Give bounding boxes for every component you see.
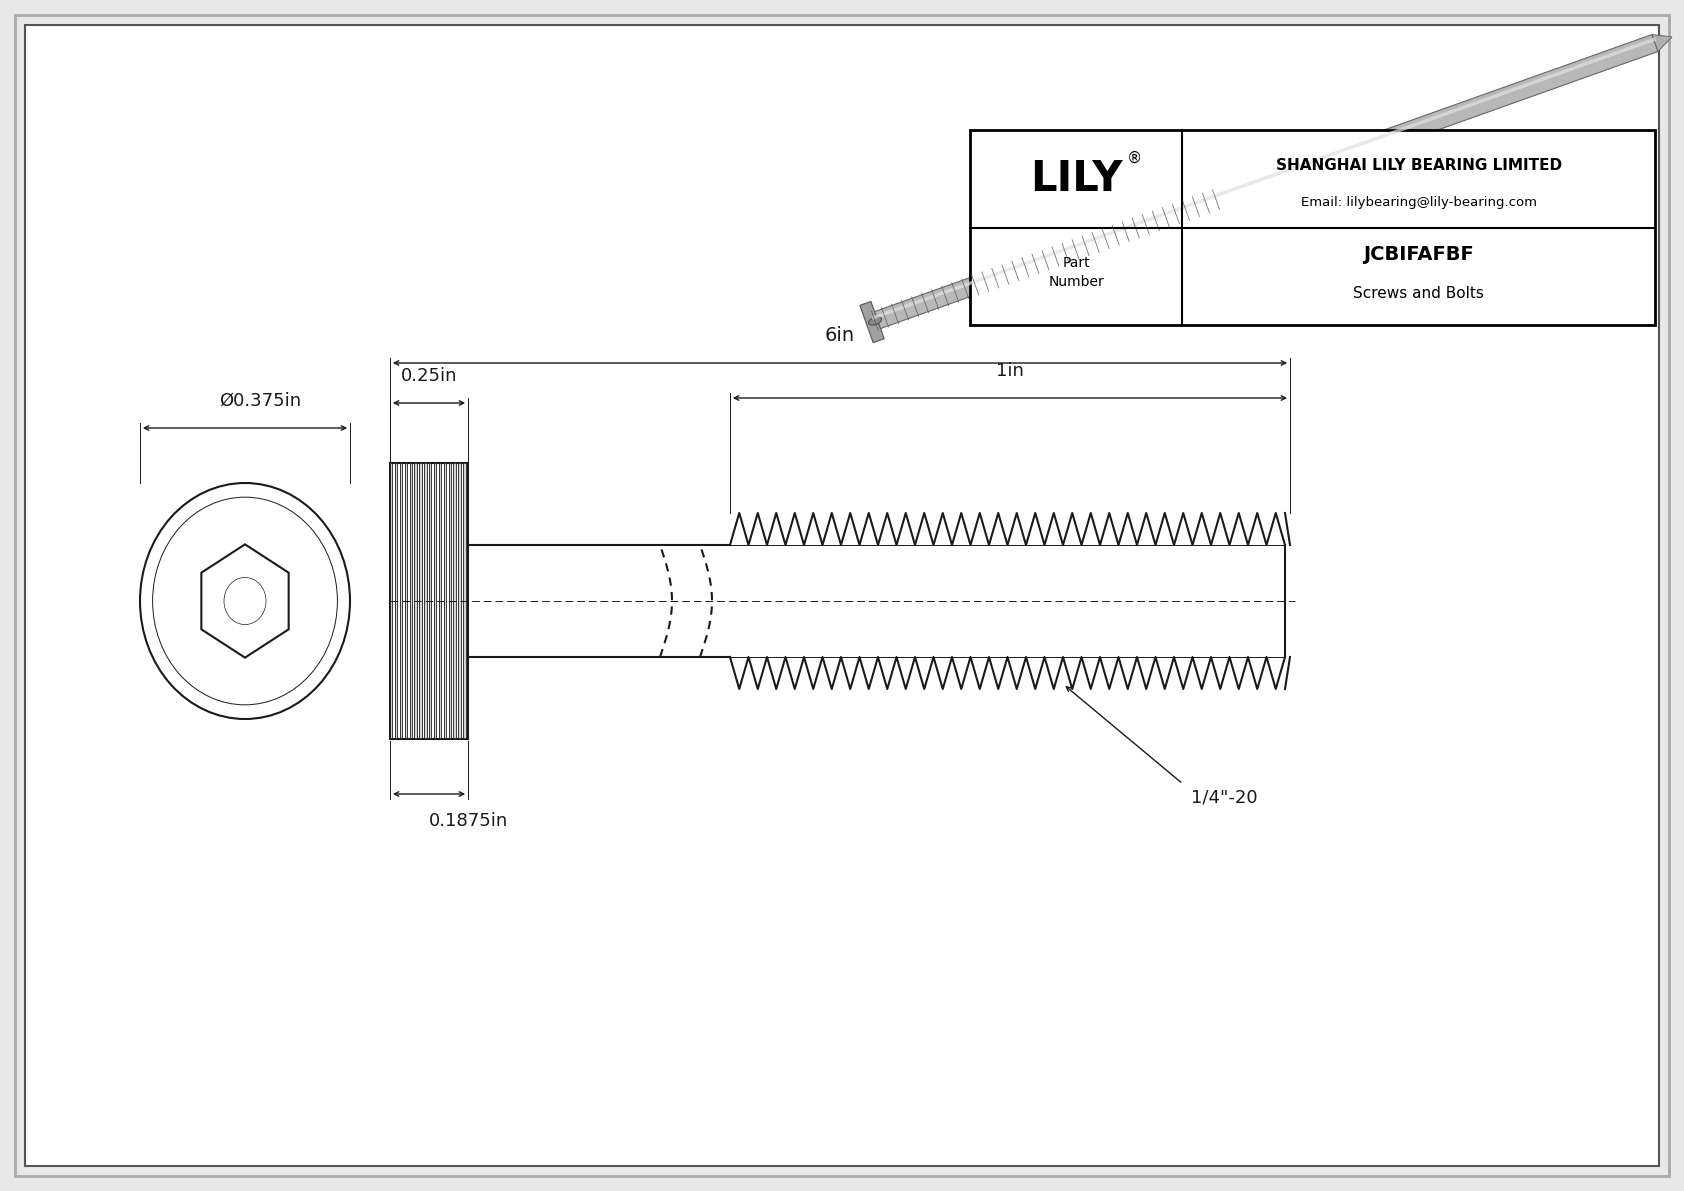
Text: Email: lilybearing@lily-bearing.com: Email: lilybearing@lily-bearing.com xyxy=(1300,195,1537,208)
Text: 0.25in: 0.25in xyxy=(401,367,458,385)
Bar xyxy=(434,463,436,738)
Text: JCBIFAFBF: JCBIFAFBF xyxy=(1364,245,1474,264)
Text: Screws and Bolts: Screws and Bolts xyxy=(1354,286,1484,301)
Text: ®: ® xyxy=(1127,151,1142,167)
Text: 1/4"-20: 1/4"-20 xyxy=(1191,788,1258,807)
Bar xyxy=(443,463,446,738)
Bar xyxy=(429,463,431,738)
Bar xyxy=(458,463,461,738)
Polygon shape xyxy=(872,35,1659,330)
Text: 0.1875in: 0.1875in xyxy=(429,812,509,830)
Bar xyxy=(419,463,421,738)
Bar xyxy=(391,463,468,738)
Text: Part
Number: Part Number xyxy=(1049,256,1105,288)
Bar xyxy=(440,463,441,738)
Bar xyxy=(404,463,408,738)
Polygon shape xyxy=(1652,35,1672,51)
Bar xyxy=(414,463,418,738)
Bar xyxy=(448,463,451,738)
Ellipse shape xyxy=(140,484,350,719)
Text: LILY: LILY xyxy=(1031,157,1123,200)
Bar xyxy=(970,130,1655,325)
Bar xyxy=(424,463,426,738)
Text: 6in: 6in xyxy=(825,326,855,345)
Text: SHANGHAI LILY BEARING LIMITED: SHANGHAI LILY BEARING LIMITED xyxy=(1275,157,1561,173)
Text: Ø0.375in: Ø0.375in xyxy=(219,392,301,410)
Polygon shape xyxy=(202,544,288,657)
Text: 1in: 1in xyxy=(995,362,1024,380)
Bar xyxy=(463,463,465,738)
Bar xyxy=(394,463,397,738)
Ellipse shape xyxy=(869,317,881,325)
Bar xyxy=(399,463,402,738)
Bar xyxy=(391,463,392,738)
Bar xyxy=(453,463,456,738)
Bar xyxy=(409,463,413,738)
Polygon shape xyxy=(861,301,884,343)
